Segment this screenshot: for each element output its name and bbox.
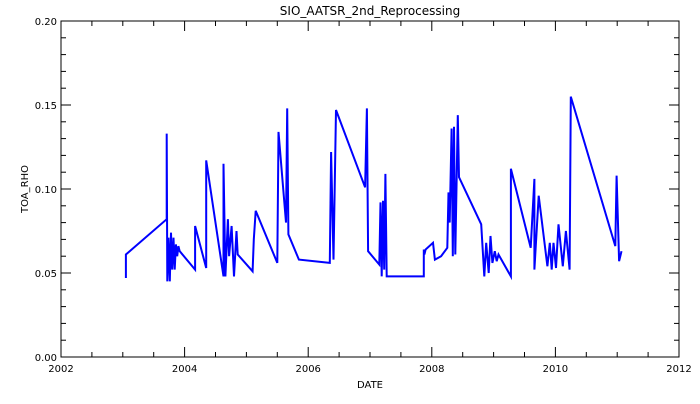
y-tick-label: 0.10 [35, 185, 57, 196]
x-tick-label: 2004 [172, 364, 197, 375]
series-line [124, 96, 623, 282]
x-tick-label: 2010 [543, 364, 568, 375]
y-tick-label: 0.05 [35, 269, 57, 280]
plot-frame [60, 20, 680, 358]
x-tick-label: 2002 [48, 364, 73, 375]
axis-ticks: 2002 2004 2006 2008 2010 2012 0.00 0.05 0.10 0.15… [35, 17, 692, 375]
y-axis-label: TOA_RHO [20, 165, 31, 214]
chart-title: SIO_AATSR_2nd_Reprocessing [280, 4, 460, 18]
x-tick-label: 2012 [666, 364, 691, 375]
y-tick-label: 0.00 [35, 353, 57, 364]
plot-area [124, 96, 623, 282]
y-tick-label: 0.20 [35, 17, 57, 28]
y-tick-label: 0.15 [35, 101, 57, 112]
x-axis-label: DATE [357, 380, 383, 391]
x-tick-label: 2008 [419, 364, 444, 375]
x-tick-label: 2006 [295, 364, 320, 375]
